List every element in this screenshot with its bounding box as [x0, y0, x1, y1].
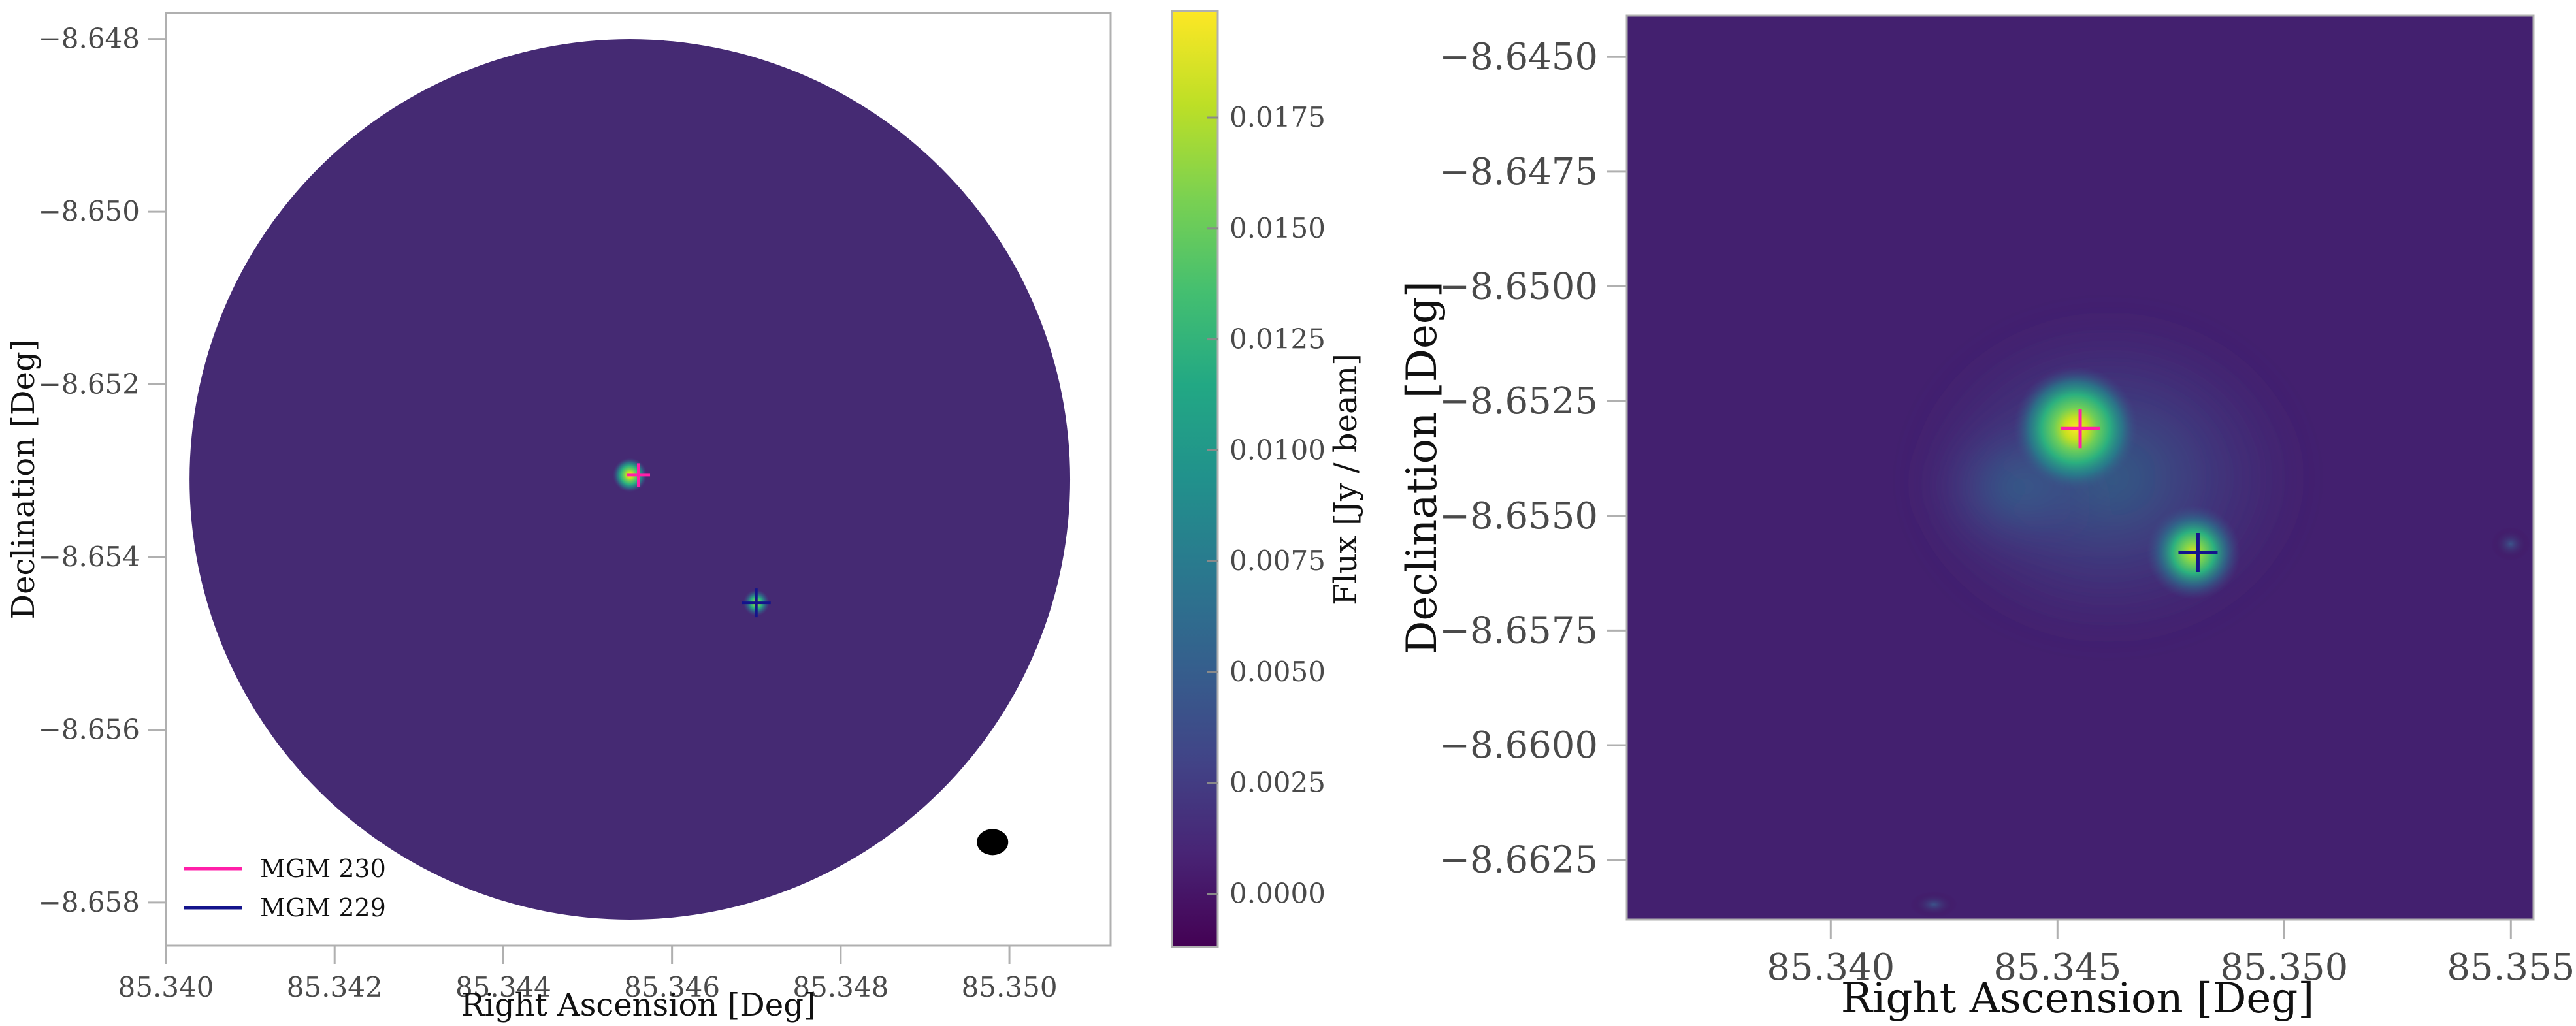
left-panel: 85.340 85.342 85.344 85.346 85.348 85.350 −8.… [5, 12, 1112, 1023]
colorbar-tick-label: 0.0025 [1230, 767, 1326, 799]
colorbar-title: Flux [Jy / beam] [1328, 353, 1364, 605]
colorbar-ticks: 0.0000 0.0025 0.0050 0.0075 0.0100 0.0125 0.01… [1207, 101, 1326, 910]
left-x-tick-label: 85.342 [287, 971, 383, 1003]
left-y-tick-label: −8.654 [39, 541, 140, 573]
right-image-content [1910, 314, 2530, 918]
left-marker-mgm-230 [627, 463, 650, 487]
colorbar-tick-label: 0.0150 [1230, 212, 1326, 244]
right-y-tick-label: −8.6475 [1439, 151, 1598, 193]
right-y-tick-label: −8.6625 [1439, 839, 1598, 882]
right-x-tick-label: 85.355 [2447, 946, 2575, 989]
left-y-tick-label: −8.652 [39, 368, 140, 400]
left-y-axis-title: Declination [Deg] [5, 340, 42, 620]
left-marker-layer [627, 463, 771, 618]
right-axes-frame [1625, 14, 2535, 921]
right-x-axis: 85.340 85.345 85.350 85.355 [1767, 920, 2575, 989]
left-y-tick-label: −8.648 [39, 23, 140, 55]
faint-blob-east [2491, 527, 2530, 561]
right-marker-mgm-230 [2061, 409, 2100, 449]
right-marker-mgm-229 [2178, 532, 2218, 572]
right-y-axis-title: Declination [Deg] [1398, 281, 1446, 654]
left-x-tick-label: 85.340 [118, 971, 214, 1003]
right-y-tick-label: −8.6525 [1439, 380, 1598, 423]
left-x-tick-label: 85.344 [455, 971, 551, 1003]
left-y-tick-label: −8.658 [39, 886, 140, 918]
colorbar-tick-label: 0.0075 [1230, 545, 1326, 577]
right-y-tick-label: −8.6500 [1439, 265, 1598, 308]
right-y-tick-label: −8.6600 [1439, 724, 1598, 767]
legend-label-mgm-230: MGM 230 [260, 854, 386, 883]
legend: MGM 230 MGM 229 [184, 854, 386, 922]
right-y-tick-label: −8.6450 [1439, 36, 1598, 78]
colorbar: 0.0000 0.0025 0.0050 0.0075 0.0100 0.0125 0.01… [1171, 10, 1364, 948]
legend-label-mgm-229: MGM 229 [260, 893, 386, 922]
faint-blob-south [1910, 891, 1957, 918]
left-y-tick-label: −8.656 [39, 713, 140, 745]
right-x-tick-label: 85.345 [1993, 946, 2121, 989]
left-y-tick-label: −8.650 [39, 195, 140, 227]
beam-ellipse [977, 829, 1009, 856]
right-y-axis: −8.6450 −8.6475 −8.6500 −8.6525 −8.6550 −8.65… [1439, 36, 1627, 882]
left-x-axis: 85.340 85.342 85.344 85.346 85.348 85.350 [118, 946, 1058, 1003]
right-y-tick-label: −8.6550 [1439, 495, 1598, 537]
colorbar-fill [1171, 10, 1219, 948]
left-y-axis: −8.648 −8.650 −8.652 −8.654 −8.656 −8.658 [39, 23, 166, 918]
colorbar-tick-label: 0.0175 [1230, 101, 1326, 133]
colorbar-tick-label: 0.0000 [1230, 878, 1326, 910]
right-x-tick-label: 85.340 [1767, 946, 1895, 989]
colorbar-tick-label: 0.0100 [1230, 434, 1326, 466]
right-marker-layer [2061, 409, 2218, 572]
right-x-axis-title: Right Ascension [Deg] [1841, 974, 2314, 1023]
colorbar-tick-label: 0.0125 [1230, 323, 1326, 355]
left-x-tick-label: 85.350 [962, 971, 1058, 1003]
left-marker-mgm-229 [742, 588, 771, 618]
right-y-tick-label: −8.6575 [1439, 609, 1598, 652]
left-x-axis-title: Right Ascension [Deg] [461, 987, 815, 1023]
left-x-tick-label: 85.348 [792, 971, 889, 1003]
left-x-tick-label: 85.346 [624, 971, 720, 1003]
right-x-tick-label: 85.350 [2220, 946, 2348, 989]
colorbar-tick-label: 0.0050 [1230, 656, 1326, 688]
right-panel: 85.340 85.345 85.350 85.355 −8.6450−8.6475−… [1398, 14, 2575, 1023]
